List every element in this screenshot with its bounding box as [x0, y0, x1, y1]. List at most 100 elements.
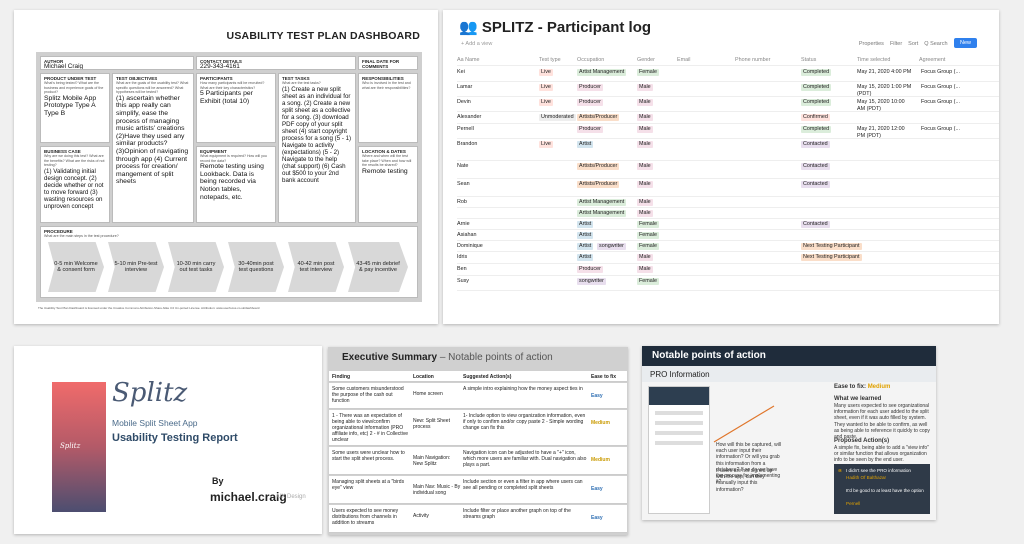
notable-title: Notable points of action	[642, 346, 936, 366]
status-tag: Contacted	[801, 163, 830, 170]
ease-to-fix: Easy	[591, 515, 603, 521]
suggested-action: 1- Include option to view organization i…	[463, 413, 586, 431]
table-row[interactable]: Susy songwriter Female	[457, 276, 999, 291]
participant-log-card[interactable]: 👥 SPLITZ - Participant log + Add a view …	[443, 10, 999, 324]
occupation-tag: songwriter	[597, 243, 626, 250]
table-row[interactable]: Devin Live Producer Male Completed May 15, 20…	[457, 97, 999, 112]
table-row[interactable]: Ben Producer Male	[457, 264, 999, 276]
product-box: PRODUCT UNDER TEST What's being tested? …	[40, 73, 110, 143]
occupation-tag: Producer	[577, 266, 603, 273]
status-tag: Confirmed	[801, 114, 830, 121]
table-row[interactable]: Lamar Live Producer Male Completed May 15, 20…	[457, 82, 999, 97]
report-cover-card[interactable]: Splitz Splitz Mobile Split Sheet App Usa…	[14, 346, 322, 534]
table-row[interactable]: Alexander Unmoderated Artists/Producer Male…	[457, 112, 999, 124]
column-header[interactable]: Email	[677, 57, 691, 63]
status-tag: Completed	[801, 84, 832, 91]
table-row[interactable]: Artist Management Male	[457, 208, 999, 219]
table-row[interactable]: Arnie Artist Female Contacted	[457, 219, 999, 230]
finding: Some customers misunderstood the purpose…	[332, 386, 404, 404]
test-type-tag: Live	[539, 84, 553, 91]
suggested-action: Navigation icon can be adjusted to have …	[463, 450, 587, 468]
cover-gradient-panel: Splitz	[52, 382, 106, 512]
suggested-action: Include section or even a filter in app …	[463, 479, 583, 491]
occupation-tag: Artists/Producer	[577, 114, 620, 121]
properties-button[interactable]: Properties	[858, 41, 884, 47]
table-row[interactable]: Dominique Artist songwriter Female Next Test…	[457, 241, 999, 252]
participant-name: Kei	[457, 69, 465, 75]
quote-2-author: Pernell	[846, 501, 861, 506]
test-type-tag: Unmoderated	[539, 114, 576, 121]
toolbar: Properties Filter Sort Q Search ···	[859, 41, 959, 47]
finding: Managing split sheets at a "birds eye" v…	[332, 479, 405, 491]
report-title: Usability Testing Report	[112, 432, 238, 444]
test-plan-dashboard-card[interactable]: USABILITY TEST PLAN DASHBOARD AUTHOR Mic…	[14, 10, 438, 324]
phone-line	[655, 411, 703, 415]
agreement-tag: Focus Group (...	[921, 69, 960, 75]
occupation-tag: Artist Management	[577, 210, 627, 217]
question-1: How will this be captured, will each use…	[716, 442, 782, 486]
filter-button[interactable]: Filter	[889, 41, 903, 47]
column-header[interactable]: Agreement	[919, 57, 946, 63]
table-row[interactable]: Rob Artist Management Male	[457, 197, 999, 208]
suggested-action: A simple intro explaining how the money …	[463, 386, 583, 392]
status-tag: Completed	[801, 99, 832, 106]
occupation-tag: Artist Management	[577, 69, 627, 76]
add-view-button[interactable]: + Add a view	[461, 41, 493, 47]
new-button[interactable]: New	[953, 38, 977, 48]
sort-button[interactable]: Sort	[908, 41, 919, 47]
gender-tag: Male	[637, 266, 653, 273]
table-row[interactable]: Sean Artists/Producer Male Contacted	[457, 179, 999, 197]
participant-name: Pernell	[457, 126, 474, 132]
quotes-panel: “ I didn't see the PRO information Hadit…	[834, 464, 930, 514]
participant-name: Alexander	[457, 114, 482, 120]
status-tag: Completed	[801, 126, 832, 133]
occupation-tag: Artist	[577, 221, 594, 228]
finding: Users expected to see money distribution…	[332, 508, 399, 526]
gender-tag: Male	[637, 99, 653, 106]
learned-text: Many users expected to see organizationa…	[834, 403, 930, 441]
column-header[interactable]: Gender	[637, 57, 655, 63]
executive-summary-card[interactable]: Executive Summary – Notable points of ac…	[328, 347, 628, 535]
business-case-box: BUSINESS CASE Why are we doing this test…	[40, 146, 110, 223]
table-row[interactable]: Idris Artist Male Next Testing Participant	[457, 252, 999, 264]
time-selected: May 15, 2020 1:00 PM (PDT)	[857, 84, 912, 97]
occupation-tag: songwriter	[577, 278, 606, 285]
participants-box: PARTICIPANTS How many participants will …	[196, 73, 276, 143]
gender-tag: Male	[637, 210, 653, 217]
gender-tag: Male	[637, 254, 653, 261]
table-row[interactable]: Kei Live Artist Management Female Completed M…	[457, 67, 999, 82]
procedure-step: 10-30 min carry out test tasks	[168, 242, 224, 292]
column-header[interactable]: Status	[801, 57, 817, 63]
dashboard-title: USABILITY TEST PLAN DASHBOARD	[226, 30, 420, 42]
finding: Some users were unclear how to start the…	[332, 450, 405, 462]
table-row[interactable]: Asiahan Artist Female	[457, 230, 999, 241]
table-row[interactable]: Pernell Producer Male Completed May 21, 2020…	[457, 124, 999, 139]
gender-tag: Male	[637, 199, 653, 206]
column-header[interactable]: Aa Name	[457, 57, 480, 63]
table-row[interactable]: Brandon Live Artist Male Contacted	[457, 139, 999, 161]
notable-points-card[interactable]: Notable points of action PRO Information…	[642, 346, 936, 520]
question-2: If users are not signed up with the app,…	[716, 468, 773, 493]
contact-box: CONTACT DETAILS 229-343-4161	[196, 56, 356, 70]
procedure-step: 43-45 min debrief & pay incentive	[348, 242, 408, 292]
column-header[interactable]: Occupation	[577, 57, 605, 63]
agreement-tag: Focus Group (...	[921, 84, 960, 90]
occupation-tag: Artist	[577, 232, 594, 239]
tasks-box: TEST TASKS What are the test tasks? (1) …	[278, 73, 356, 223]
location: Main Navigation: New Splitz	[413, 455, 451, 467]
column-header[interactable]: Test type	[539, 57, 561, 63]
by-label: By	[212, 476, 224, 486]
column-header[interactable]: Time selected	[857, 57, 891, 63]
column-header[interactable]: Phone number	[735, 57, 771, 63]
participant-name: Lamar	[457, 84, 473, 90]
procedure-step: 5-10 min Pre-test interview	[108, 242, 164, 292]
report-subtitle: Mobile Split Sheet App	[112, 418, 198, 428]
status-tag: Next Testing Participant	[801, 254, 862, 261]
status-tag: Contacted	[801, 141, 830, 148]
occupation-tag: Producer	[577, 84, 603, 91]
ease-to-fix: Easy	[591, 393, 603, 399]
occupation-tag: Artist	[577, 141, 594, 148]
search-button[interactable]: Q Search	[924, 41, 948, 47]
agreement-tag: Focus Group (...	[921, 126, 960, 132]
table-row[interactable]: Nate Artists/Producer Male Contacted	[457, 161, 999, 179]
